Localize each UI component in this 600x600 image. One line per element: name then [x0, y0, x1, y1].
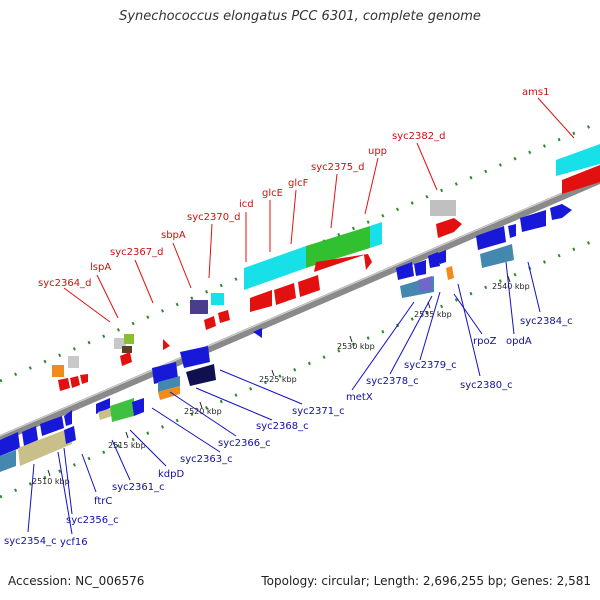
gene-label: syc2382_d — [392, 131, 445, 142]
gene-label: syc2356_c — [66, 515, 119, 526]
gene-label: syc2371_c — [292, 406, 345, 417]
gene-label: syc2384_c — [520, 316, 573, 327]
gene-label: syc2370_d — [187, 212, 240, 223]
guide-lines — [0, 120, 600, 499]
gene-label: syc2367_d — [110, 247, 163, 258]
gene-label: kdpD — [158, 469, 184, 480]
gene-label: syc2375_d — [311, 162, 364, 173]
forward-leaders — [63, 97, 575, 323]
genome-backbone — [0, 176, 600, 443]
gene-label: syc2364_d — [38, 278, 91, 289]
gene-label: syc2380_c — [460, 380, 513, 391]
gene-label: syc2366_c — [218, 438, 271, 449]
gene-label: ycf16 — [60, 537, 88, 548]
gene-label: icd — [239, 199, 254, 210]
gene-label: syc2361_c — [112, 482, 165, 493]
gene-label: rpoZ — [473, 336, 497, 347]
gene-label: metX — [346, 392, 373, 403]
summary-text: Topology: circular; Length: 2,696,255 bp… — [261, 574, 591, 588]
map-title: Synechococcus elongatus PCC 6301, comple… — [119, 9, 481, 24]
gene-label: syc2354_c — [4, 536, 57, 547]
tick-2520: 2520 kbp — [184, 407, 222, 416]
gene-label: syc2368_c — [256, 421, 309, 432]
reverse-features — [0, 204, 572, 472]
reverse-leaders — [27, 261, 541, 535]
tick-2530: 2530 kbp — [337, 342, 375, 351]
tick-2535: 2535 kbp — [414, 310, 452, 319]
accession-text: Accession: NC_006576 — [8, 574, 145, 588]
forward-labels: syc2364_d lspA syc2367_d sbpA syc2370_d … — [38, 87, 549, 289]
forward-features — [52, 144, 600, 391]
scale-labels: 2510 kbp 2515 kbp 2520 kbp 2525 kbp 2530… — [32, 282, 530, 486]
tick-2525: 2525 kbp — [259, 375, 297, 384]
tick-2540: 2540 kbp — [492, 282, 530, 291]
gene-label: ams1 — [522, 87, 549, 98]
tick-2515: 2515 kbp — [108, 441, 146, 450]
gene-label: upp — [368, 146, 387, 157]
gene-label: syc2379_c — [404, 360, 457, 371]
gene-label: ftrC — [94, 496, 112, 507]
gene-label: syc2378_c — [366, 376, 419, 387]
gene-label: glcF — [288, 178, 309, 189]
gene-label: glcE — [262, 188, 283, 199]
tick-2510: 2510 kbp — [32, 477, 70, 486]
gene-label: sbpA — [161, 230, 186, 241]
gene-label: lspA — [90, 262, 111, 273]
reverse-labels: syc2354_c ycf16 syc2356_c ftrC syc2361_c… — [4, 316, 573, 548]
gene-label: syc2363_c — [180, 454, 233, 465]
gene-label: opdA — [506, 336, 532, 347]
